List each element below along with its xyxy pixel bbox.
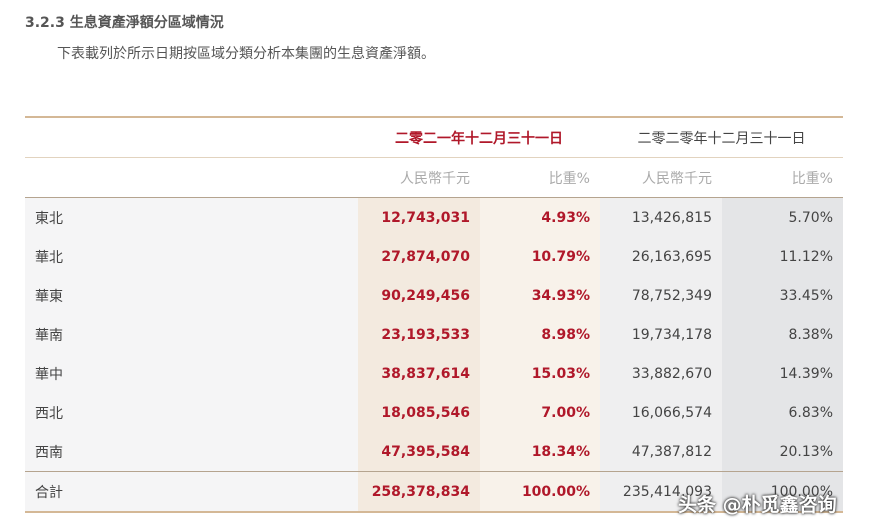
total-row: 合計 258,378,834 100.00% 235,414,093 100.00% xyxy=(25,471,843,513)
value-cell: 18,085,546 xyxy=(358,393,480,432)
region: 華北 xyxy=(25,237,358,276)
value-cell: 258,378,834 xyxy=(358,471,480,513)
value-cell: 4.93% xyxy=(480,197,600,237)
value-cell: 19,734,178 xyxy=(600,315,722,354)
value-cell: 15.03% xyxy=(480,354,600,393)
section-title: 3.2.3 生息資產淨額分區域情況 xyxy=(25,15,224,31)
region-row: 東北 12,743,031 4.93% 13,426,815 5.70% xyxy=(25,197,843,237)
period-2021: 二零二一年十二月三十一日 xyxy=(358,116,600,158)
region: 華中 xyxy=(25,354,358,393)
table-body: 二零二一年十二月三十一日 二零二零年十二月三十一日 人民幣千元 比重% 人民幣千… xyxy=(25,116,843,513)
unit: 人民幣千元 xyxy=(600,157,722,198)
unit: 人民幣千元 xyxy=(358,157,480,198)
region: 東北 xyxy=(25,197,358,237)
period-2020: 二零二零年十二月三十一日 xyxy=(600,116,843,158)
value-cell: 20.13% xyxy=(722,432,843,472)
region-row: 西北 18,085,546 7.00% 16,066,574 6.83% xyxy=(25,393,843,432)
value-cell: 90,249,456 xyxy=(358,276,480,315)
value-cell: 11.12% xyxy=(722,237,843,276)
value-cell: 78,752,349 xyxy=(600,276,722,315)
value-cell: 38,837,614 xyxy=(358,354,480,393)
period-row: 二零二一年十二月三十一日 二零二零年十二月三十一日 xyxy=(25,116,843,158)
value-cell: 27,874,070 xyxy=(358,237,480,276)
value-cell: 12,743,031 xyxy=(358,197,480,237)
value-cell: 26,163,695 xyxy=(600,237,722,276)
value-cell: 8.38% xyxy=(722,315,843,354)
value-cell: 14.39% xyxy=(722,354,843,393)
value-cell: 47,395,584 xyxy=(358,432,480,472)
value-cell: 100.00% xyxy=(480,471,600,513)
value-cell: 235,414,093 xyxy=(600,471,722,513)
value-cell: 10.79% xyxy=(480,237,600,276)
value-cell: 16,066,574 xyxy=(600,393,722,432)
corner xyxy=(25,157,358,198)
region: 西南 xyxy=(25,432,358,472)
unit: 比重% xyxy=(480,157,600,198)
value-cell: 8.98% xyxy=(480,315,600,354)
value-cell: 18.34% xyxy=(480,432,600,472)
region-row: 華中 38,837,614 15.03% 33,882,670 14.39% xyxy=(25,354,843,393)
value-cell: 47,387,812 xyxy=(600,432,722,472)
value-cell: 23,193,533 xyxy=(358,315,480,354)
region-row: 華北 27,874,070 10.79% 26,163,695 11.12% xyxy=(25,237,843,276)
value-cell: 33.45% xyxy=(722,276,843,315)
data-table: 二零二一年十二月三十一日 二零二零年十二月三十一日 人民幣千元 比重% 人民幣千… xyxy=(25,116,843,513)
unit-row: 人民幣千元 比重% 人民幣千元 比重% xyxy=(25,157,843,198)
value-cell: 100.00% xyxy=(722,471,843,513)
region: 西北 xyxy=(25,393,358,432)
region: 華南 xyxy=(25,315,358,354)
region-row: 西南 47,395,584 18.34% 47,387,812 20.13% xyxy=(25,432,843,472)
value-cell: 5.70% xyxy=(722,197,843,237)
value-cell: 13,426,815 xyxy=(600,197,722,237)
value-cell: 7.00% xyxy=(480,393,600,432)
watermark: 头条 @朴觅鑫咨询 xyxy=(678,494,837,516)
value-cell: 33,882,670 xyxy=(600,354,722,393)
region-row: 華東 90,249,456 34.93% 78,752,349 33.45% xyxy=(25,276,843,315)
unit: 比重% xyxy=(722,157,843,198)
region: 合計 xyxy=(25,471,358,513)
region: 華東 xyxy=(25,276,358,315)
subtitle: 下表載列於所示日期按區域分類分析本集團的生息資產淨額。 xyxy=(57,46,435,62)
value-cell: 34.93% xyxy=(480,276,600,315)
corner xyxy=(25,116,358,158)
region-row: 華南 23,193,533 8.98% 19,734,178 8.38% xyxy=(25,315,843,354)
value-cell: 6.83% xyxy=(722,393,843,432)
